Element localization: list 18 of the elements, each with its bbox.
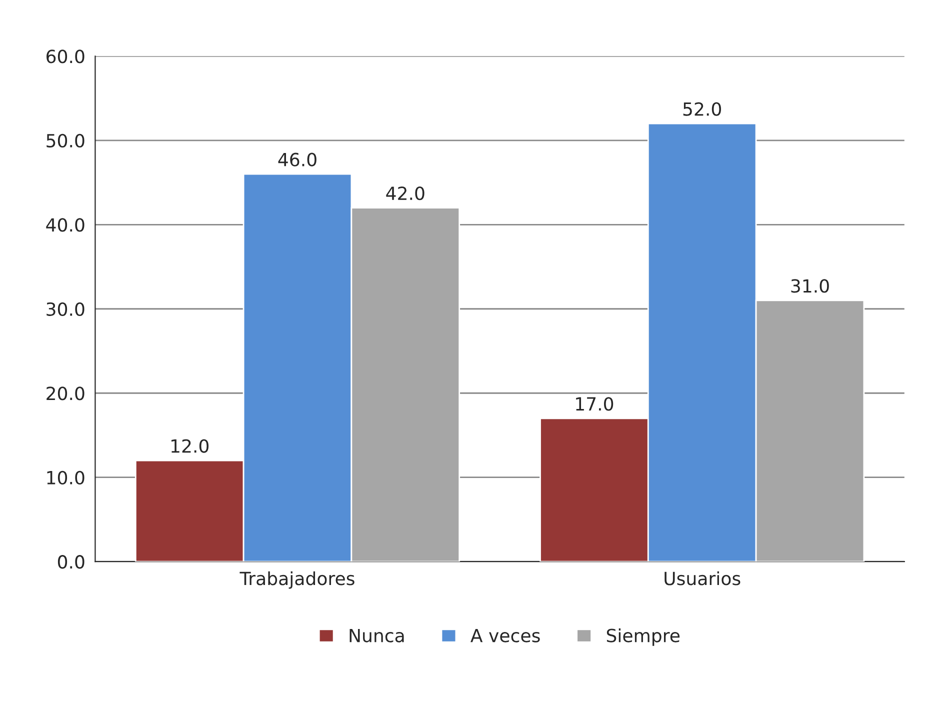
- data-label: 17.0: [576, 397, 614, 411]
- legend-label: Nunca: [350, 628, 404, 642]
- y-tick-label: 40.0: [46, 218, 84, 232]
- x-tick-label: Usuarios: [664, 571, 740, 586]
- x-tick-label: Trabajadores: [240, 571, 354, 589]
- data-label: 46.0: [278, 152, 316, 166]
- legend-label: Siempre: [606, 628, 680, 646]
- data-label: 52.0: [683, 102, 721, 116]
- y-tick-label: 10.0: [47, 470, 84, 484]
- data-label: 31.0: [791, 279, 829, 293]
- legend-label: A veces: [470, 628, 540, 642]
- y-tick-label: 0.0: [58, 555, 84, 569]
- data-label: 42.0: [386, 186, 424, 200]
- y-tick-label: 60.0: [46, 50, 84, 64]
- y-tick-label: 50.0: [46, 134, 84, 148]
- y-tick-label: 20.0: [46, 386, 84, 400]
- y-tick-label: 30.0: [46, 302, 84, 316]
- data-label: 12.0: [171, 439, 209, 453]
